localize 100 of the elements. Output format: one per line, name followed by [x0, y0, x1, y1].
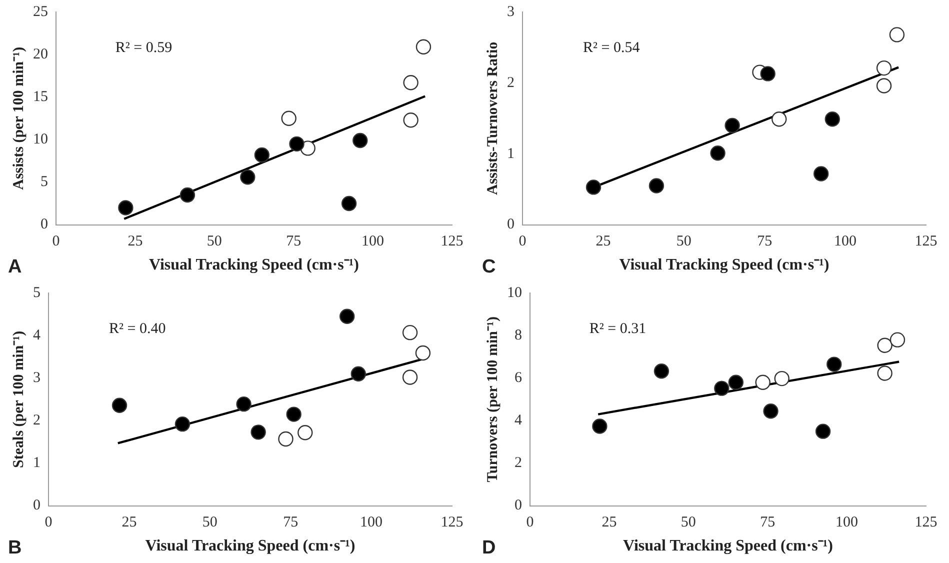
x-tick-label: 0	[526, 514, 534, 531]
point	[402, 324, 418, 340]
y-tick-label: 1	[507, 146, 514, 162]
x-tick-label: 125	[914, 234, 938, 250]
x-tick-label: 100	[362, 234, 384, 250]
text: A	[8, 256, 22, 278]
point	[813, 166, 829, 182]
point	[403, 112, 418, 128]
point	[714, 380, 730, 396]
point	[350, 366, 366, 382]
y-axis-title: Assists (per 100 min⁻¹)	[10, 46, 27, 190]
y-tick-label: 2	[33, 412, 40, 429]
point	[876, 60, 892, 76]
point	[890, 332, 906, 348]
y-tick-label: 5	[40, 174, 48, 190]
point	[824, 112, 840, 127]
x-tick-label: 50	[202, 514, 218, 531]
y-tick-label: 2	[507, 74, 514, 91]
point	[877, 366, 892, 381]
y-axis-title: Steals (per 100 min⁻¹)	[10, 330, 27, 468]
x-tick-label: 25	[602, 514, 617, 531]
annotation: R² = 0.31	[589, 321, 646, 338]
point	[403, 75, 418, 90]
x-tick-label: 25	[122, 514, 137, 531]
point	[774, 370, 790, 386]
x-tick-label: 50	[680, 514, 696, 531]
x-axis-title: Visual Tracking Speed (cm·s⁻¹)	[619, 256, 830, 274]
x-tick-label: 100	[836, 514, 858, 531]
point	[352, 132, 368, 148]
y-axis-title: Assists-Turnovers Ratio	[484, 42, 501, 196]
y-tick-label: 2	[514, 455, 522, 472]
y-tick-label: 8	[514, 327, 522, 344]
x-tick-label: 125	[914, 514, 938, 531]
y-tick-label: 3	[507, 4, 514, 20]
x-tick-label: 100	[360, 514, 383, 531]
x-tick-label: 100	[834, 234, 857, 250]
point	[755, 374, 770, 390]
point	[877, 338, 892, 353]
y-axis-title: Turnovers (per 100 min⁻¹)	[484, 316, 501, 482]
point	[278, 431, 294, 447]
point	[876, 78, 892, 94]
annotation: R² = 0.59	[115, 40, 172, 56]
point	[760, 66, 776, 82]
point	[728, 374, 744, 390]
y-tick-label: 1	[33, 455, 40, 472]
x-axis-title: Visual Tracking Speed (cm·s⁻¹)	[623, 538, 833, 555]
x-tick-label: 25	[596, 234, 611, 250]
point	[415, 345, 431, 361]
text: D	[482, 538, 496, 559]
x-axis-title: Visual Tracking Speed (cm·s⁻¹)	[145, 538, 356, 555]
point	[763, 404, 778, 419]
x-tick-label: 125	[440, 514, 464, 531]
x-tick-label: 75	[286, 234, 302, 250]
point	[402, 370, 418, 385]
y-tick-label: 0	[507, 216, 514, 233]
point	[236, 396, 252, 412]
y-tick-label: 5	[33, 284, 40, 301]
point	[889, 27, 905, 42]
x-tick-label: 50	[676, 234, 692, 250]
x-tick-label: 25	[128, 234, 143, 250]
point	[298, 424, 313, 440]
x-tick-label: 0	[52, 234, 60, 250]
y-tick-label: 0	[514, 498, 522, 514]
point	[250, 424, 266, 440]
point	[174, 416, 190, 432]
y-tick-label: 0	[40, 216, 48, 233]
x-tick-label: 75	[760, 514, 776, 531]
text: B	[8, 538, 22, 559]
y-tick-label: 4	[33, 327, 41, 344]
x-axis-title: Visual Tracking Speed (cm·s⁻¹)	[149, 256, 359, 274]
y-tick-label: 4	[514, 412, 522, 429]
y-tick-label: 10	[33, 132, 48, 148]
point	[341, 196, 357, 212]
x-tick-label: 75	[283, 514, 298, 531]
point	[180, 187, 196, 203]
point	[772, 112, 787, 127]
point	[112, 398, 128, 413]
text: C	[482, 256, 496, 278]
point	[826, 356, 842, 372]
point	[240, 170, 256, 185]
point	[724, 118, 740, 134]
annotation: R² = 0.40	[109, 321, 166, 338]
point	[286, 406, 302, 422]
point	[648, 178, 664, 194]
x-tick-label: 75	[757, 234, 772, 250]
point	[586, 180, 602, 195]
point	[339, 308, 355, 324]
point	[710, 146, 726, 161]
y-tick-label: 25	[33, 4, 48, 20]
point	[281, 110, 296, 126]
x-tick-label: 50	[206, 234, 222, 250]
y-tick-label: 15	[33, 89, 48, 106]
y-tick-label: 10	[507, 284, 522, 301]
y-tick-label: 6	[514, 370, 522, 386]
point	[416, 39, 432, 54]
point	[289, 136, 304, 152]
point	[118, 200, 134, 216]
y-tick-label: 3	[33, 370, 40, 386]
y-tick-label: 20	[33, 46, 48, 62]
point	[254, 147, 270, 163]
